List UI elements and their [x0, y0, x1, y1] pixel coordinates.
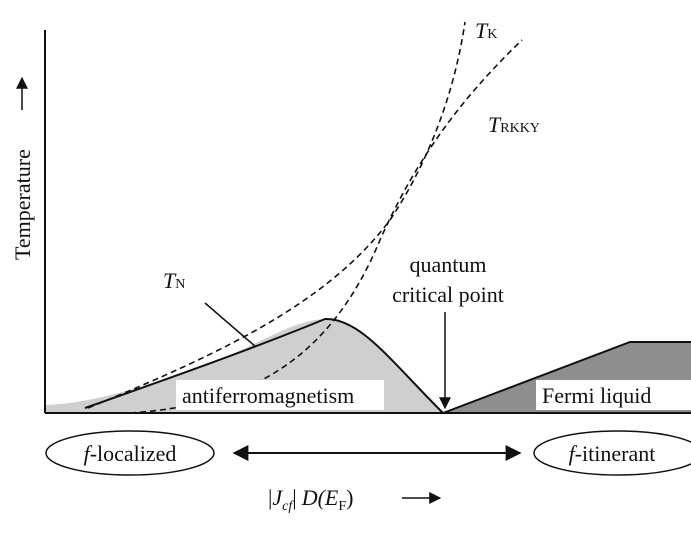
afm-label-bg — [176, 380, 384, 410]
y-label: Temperature — [10, 149, 35, 260]
tk-label: TK — [475, 18, 497, 43]
tn-curve — [84, 317, 444, 414]
fermi-curve — [442, 341, 691, 414]
qcp-line1: quantum — [410, 252, 487, 277]
qcp-line2: critical point — [392, 282, 504, 307]
fermi-label-bg — [536, 380, 691, 410]
right-end-label: f-itinerant — [569, 441, 656, 466]
trkky-label: TRKKY — [488, 112, 540, 137]
left-end-label: f-localized — [84, 441, 177, 466]
tn-label: TN — [163, 268, 185, 293]
afm-label: antiferromagnetism — [182, 383, 354, 408]
tn-pointer — [204, 302, 257, 348]
fermi-label: Fermi liquid — [542, 383, 651, 408]
trkky-curve — [129, 39, 523, 414]
x-label: |Jcf| D(EF) — [268, 485, 353, 514]
right-ellipse — [533, 430, 691, 476]
left-ellipse — [45, 430, 215, 476]
